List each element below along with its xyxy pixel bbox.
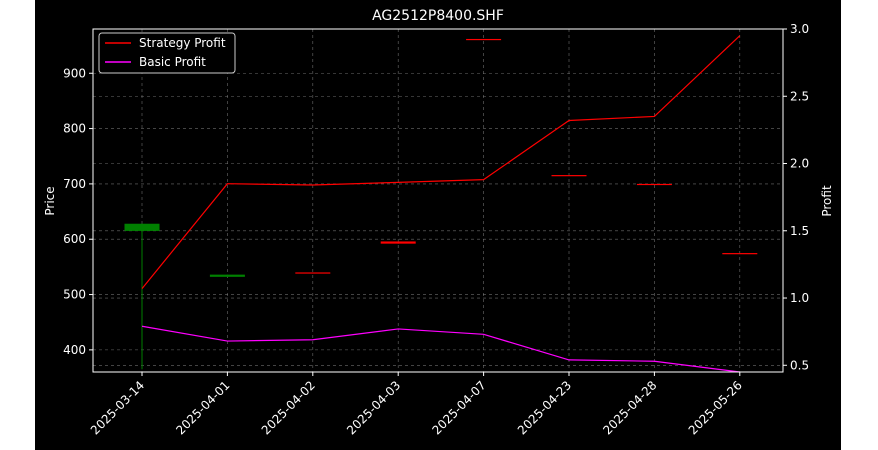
x-tick-label: 2025-05-26 (686, 378, 745, 437)
y-right-tick-label: 1.5 (790, 224, 809, 238)
candle-body (124, 223, 160, 231)
y-right-tick-label: 3.0 (790, 22, 809, 36)
candle-body (722, 253, 758, 255)
y-left-tick-label: 900 (63, 66, 86, 80)
y-right-tick-label: 0.5 (790, 358, 809, 372)
y-right-tick-label: 1.0 (790, 291, 809, 305)
y-left-tick-label: 400 (63, 343, 86, 357)
grid-layer (93, 28, 783, 372)
y-left-tick-label: 500 (63, 288, 86, 302)
candle-layer (124, 38, 758, 370)
y-axis-left-title: Price (43, 186, 57, 215)
y-left-tick-label: 600 (63, 232, 86, 246)
chart-figure: 2025-03-14 2025-04-01 2025-04-02 2025-04-03… (35, 0, 841, 450)
x-tick-label: 2025-04-03 (344, 378, 403, 437)
y-left-tick-label: 800 (63, 122, 86, 136)
candle-body (551, 175, 587, 177)
series-line-strategy-profit (141, 35, 741, 289)
legend-box (98, 32, 236, 74)
x-tick-label: 2025-04-23 (515, 378, 574, 437)
y-right-tick-label: 2.5 (790, 89, 809, 103)
legend-label-strategy-profit: Strategy Profit (139, 36, 226, 50)
candle-body (466, 38, 502, 41)
series-layer (141, 35, 741, 373)
plot-frame (92, 28, 784, 373)
y-left-tick-label: 700 (63, 177, 86, 191)
x-tick-label: 2025-04-07 (430, 378, 489, 437)
candle-body (636, 183, 672, 186)
candle-body (209, 274, 245, 277)
x-tick-label: 2025-04-01 (173, 378, 232, 437)
chart-canvas: 2025-03-14 2025-04-01 2025-04-02 2025-04-03… (43, 8, 834, 437)
series-line-basic-profit (141, 325, 740, 373)
y-right-tick-label: 2.0 (790, 157, 809, 171)
candle-body (380, 241, 416, 244)
x-tick-label: 2025-04-02 (259, 378, 318, 437)
legend: Strategy Profit Basic Profit (98, 32, 236, 74)
candle-body (295, 272, 331, 274)
chart-title: AG2512P8400.SHF (372, 8, 504, 24)
legend-label-basic-profit: Basic Profit (139, 55, 206, 69)
axis-layer: 2025-03-14 2025-04-01 2025-04-02 2025-04-03… (63, 22, 809, 437)
x-tick-label: 2025-04-28 (600, 378, 659, 437)
x-tick-label: 2025-03-14 (88, 378, 147, 437)
y-axis-right-title: Profit (820, 185, 834, 217)
